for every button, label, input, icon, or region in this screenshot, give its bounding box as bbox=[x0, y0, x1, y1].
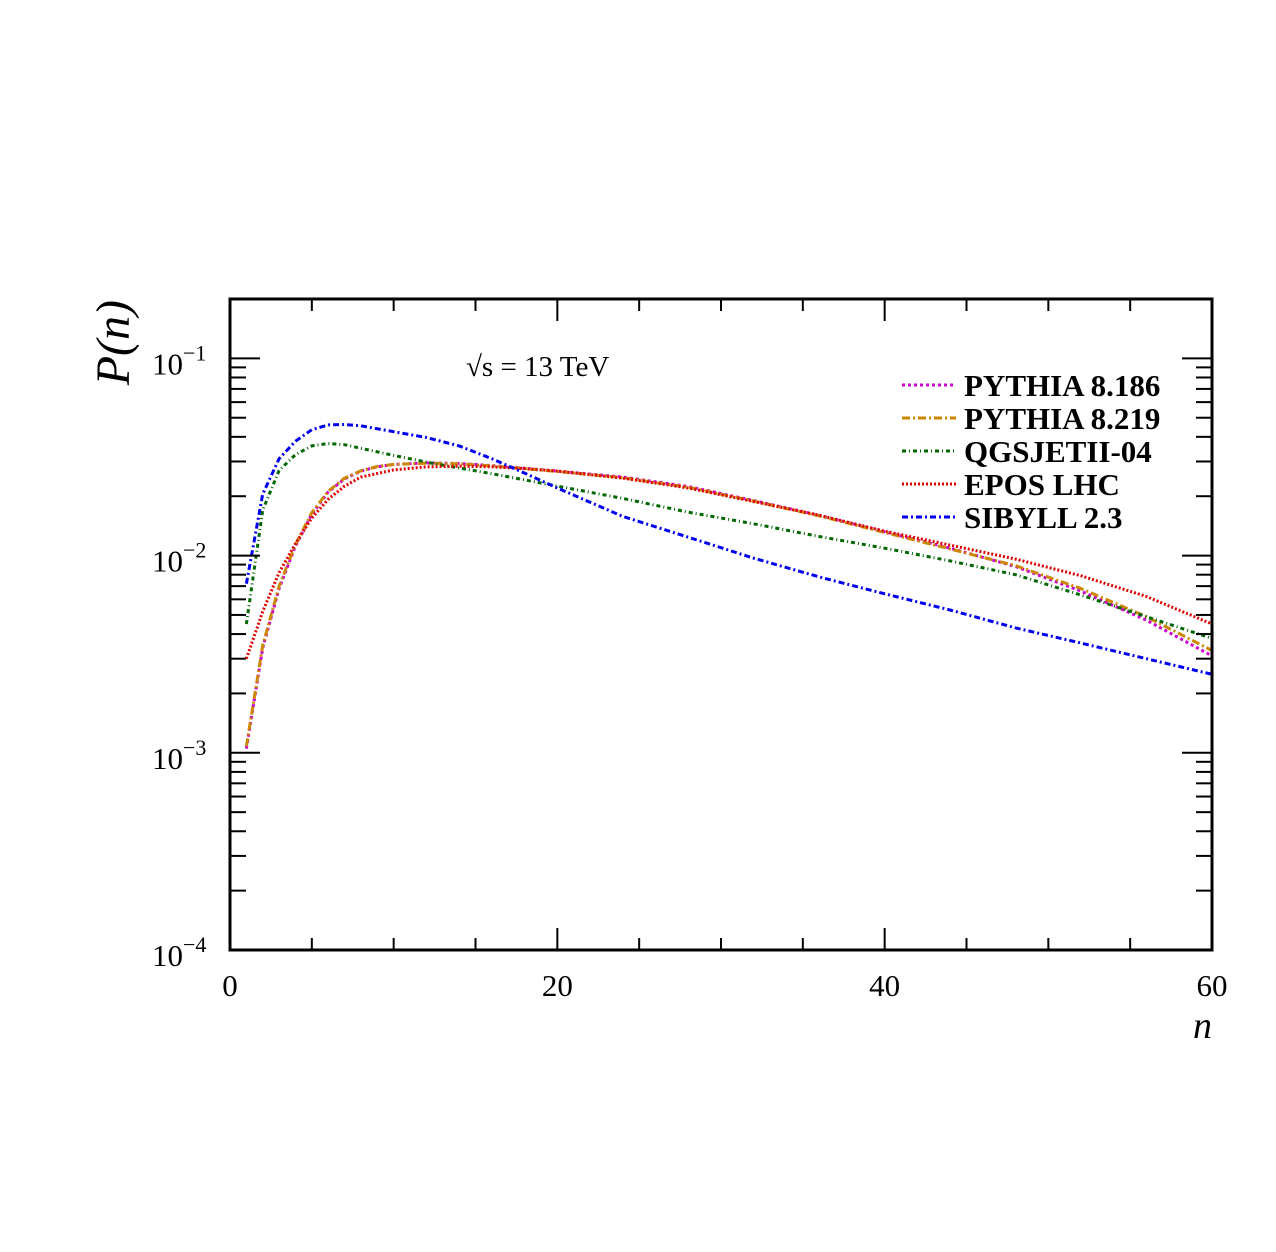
energy-annotation: √s = 13 TeV bbox=[466, 351, 609, 383]
x-tick-label: 0 bbox=[222, 968, 238, 1003]
y-tick-base: 10 bbox=[152, 938, 183, 973]
legend-label: SIBYLL 2.3 bbox=[964, 500, 1123, 535]
y-axis-title: P(n) bbox=[87, 300, 140, 386]
legend-label: EPOS LHC bbox=[964, 467, 1120, 502]
legend-label: PYTHIA 8.219 bbox=[964, 401, 1160, 436]
y-tick-base: 10 bbox=[152, 346, 183, 381]
x-axis-title: n bbox=[1193, 1005, 1212, 1047]
legend-label: QGSJETII-04 bbox=[964, 434, 1152, 469]
series-line-2 bbox=[244, 461, 1213, 747]
y-axis: 10−410−310−210−1 bbox=[152, 298, 1212, 973]
y-tick-base: 10 bbox=[152, 741, 183, 776]
y-tick-base: 10 bbox=[152, 544, 183, 579]
series-layer bbox=[244, 423, 1213, 749]
legend-label: PYTHIA 8.186 bbox=[964, 368, 1160, 403]
y-tick-exponent: −1 bbox=[183, 340, 206, 365]
y-tick-exponent: −3 bbox=[183, 735, 206, 760]
y-tick-exponent: −2 bbox=[183, 538, 206, 563]
x-tick-label: 60 bbox=[1197, 968, 1228, 1003]
series-line-4 bbox=[244, 464, 1213, 660]
x-axis: 0 20 40 60 bbox=[222, 299, 1228, 1003]
y-tick-label: 10−3 bbox=[152, 735, 206, 776]
y-tick-label: 10−4 bbox=[152, 932, 206, 973]
series-line-3 bbox=[244, 442, 1213, 640]
x-tick-label: 40 bbox=[869, 968, 900, 1003]
y-tick-label: 10−1 bbox=[152, 340, 206, 381]
y-tick-label: 10−2 bbox=[152, 538, 206, 579]
y-tick-exponent: −4 bbox=[183, 932, 206, 957]
series-line-5 bbox=[244, 423, 1213, 676]
x-tick-label: 20 bbox=[542, 968, 573, 1003]
